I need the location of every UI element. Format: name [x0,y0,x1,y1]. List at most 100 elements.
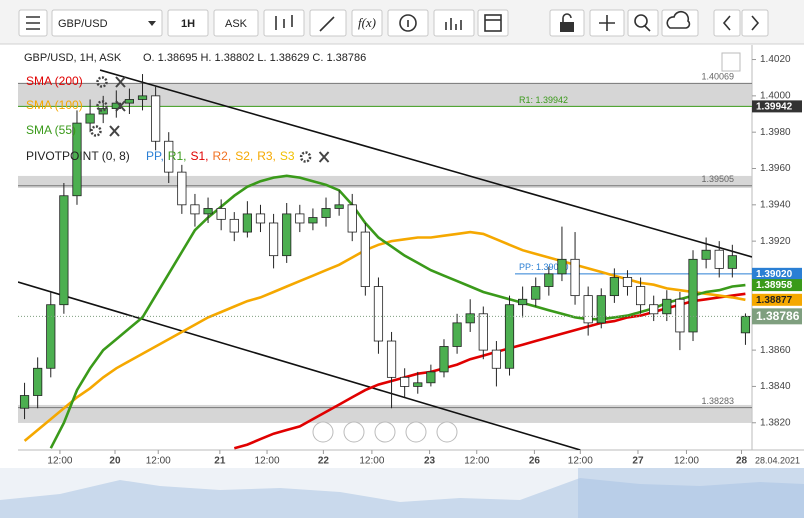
x-tick-label: 12:00 [568,456,593,467]
pivot-label: PP: 1.39020 [519,262,569,272]
pan-right[interactable] [436,421,458,443]
candle-body [635,286,646,306]
candle-body [33,367,43,396]
candle-body [478,313,488,351]
candle-body [203,208,213,215]
y-tick-label: 1.3840 [760,381,791,392]
candle-body [714,249,724,269]
zoom-button[interactable] [627,9,659,37]
pivot-legend-item: S2, [235,149,253,163]
x-tick-label: 27 [632,456,644,467]
timeframe: 1H [181,18,195,30]
navigator-window[interactable] [578,468,804,518]
settings-icon[interactable] [96,76,108,88]
candle-body [177,171,187,206]
next-button[interactable] [741,9,769,37]
trendline [18,281,581,450]
lock-button[interactable] [549,9,585,37]
chart-type-button[interactable] [263,9,305,37]
pan-left[interactable] [312,421,334,443]
calendar-button[interactable] [477,9,509,37]
candle-body [242,213,252,233]
remove-icon[interactable] [109,125,120,137]
candle-body [137,95,148,100]
info-button[interactable] [387,9,429,37]
candle-body [308,217,318,224]
remove-icon[interactable] [318,151,330,163]
candle-body [740,315,751,334]
ohlc-label: O. 1.38695 H. 1.38802 L. 1.38629 C. 1.38… [143,52,366,64]
price-tag [752,279,802,292]
candle-body [583,295,593,324]
crosshair-button[interactable] [589,9,625,37]
x-tick-label: 12:00 [359,456,384,467]
pan-controls [312,421,458,443]
zoom-in[interactable] [405,421,427,443]
candle-body [151,95,161,142]
legend-entry: SMA (55) [26,123,76,137]
zone-label: 1.38283 [701,396,734,406]
y-tick-label: 1.3860 [760,345,791,356]
candle-body [321,208,331,218]
candle-body [727,255,737,269]
timeframe-button[interactable]: 1H [167,9,209,37]
x-tick-label: 23 [424,456,436,467]
remove-icon[interactable] [115,100,126,112]
pivot-label: R1: 1.39942 [519,95,568,105]
price-type-button[interactable]: ASK [213,9,259,37]
x-tick-label: 12:00 [146,456,171,467]
candle-body [373,286,384,342]
plot-area: 1.40069 1.39505 1.38283 R1: 1.39942 PP: 1.39… [18,69,752,450]
pivot-legend-item: S1, [190,149,208,163]
candle-body [701,249,711,260]
pivot-legend-item: R3, [257,149,276,163]
y-tick-label: 1.4020 [760,54,791,65]
sma-line [49,174,746,449]
price-tag [752,267,802,280]
plot: 1.40069 1.39505 1.38283 R1: 1.39942 PP: 1.39… [18,54,802,467]
prev-button[interactable] [713,9,741,37]
price-tag-label: 1.38958 [756,280,793,291]
pivot-legend-item: S3 [280,149,295,163]
candle-body [504,304,515,369]
candle-body [426,371,436,384]
menu-button[interactable] [18,9,48,37]
upload-button[interactable] [661,9,699,37]
candle-body [85,113,95,124]
remove-icon[interactable] [115,76,126,88]
candle-body [268,222,279,257]
settings-icon[interactable] [299,151,312,163]
candle-body [531,286,541,300]
reset[interactable] [374,421,396,443]
candle-body [164,140,174,173]
legend-entry: PIVOTPOINT (0, 8) [26,149,130,163]
formula-button[interactable]: f(x) [351,9,383,37]
candle-body [413,382,423,387]
zone-label: 1.39505 [701,174,734,184]
candle-body [255,213,266,224]
pivot-legend-item: PP, [146,149,164,163]
candle-body [662,298,672,315]
x-tick-label: 21 [214,456,226,467]
zoom-out[interactable] [343,421,365,443]
candle-body [465,313,475,324]
indicator-button[interactable] [433,9,475,37]
candle-body [400,376,410,387]
x-tick-label: 12:00 [255,456,280,467]
candle-body [675,298,685,333]
y-tick-label: 1.3820 [760,417,791,428]
y-tick-label: 1.3980 [760,127,791,138]
symbol-select[interactable]: GBP/USD [51,9,163,37]
settings-icon[interactable] [90,125,102,137]
candle-body [295,213,305,224]
price-tag-label: 1.38786 [756,309,800,323]
formula: f(x) [358,15,376,30]
zone-label: 1.40069 [701,72,734,82]
draw-button[interactable] [309,9,347,37]
maximize-button[interactable] [721,52,741,72]
pivot-legend-item: R2, [213,149,232,163]
zone [18,83,752,107]
settings-icon[interactable] [96,100,108,112]
y-tick-label: 1.3960 [760,163,791,174]
x-tick-label: 22 [318,456,330,467]
